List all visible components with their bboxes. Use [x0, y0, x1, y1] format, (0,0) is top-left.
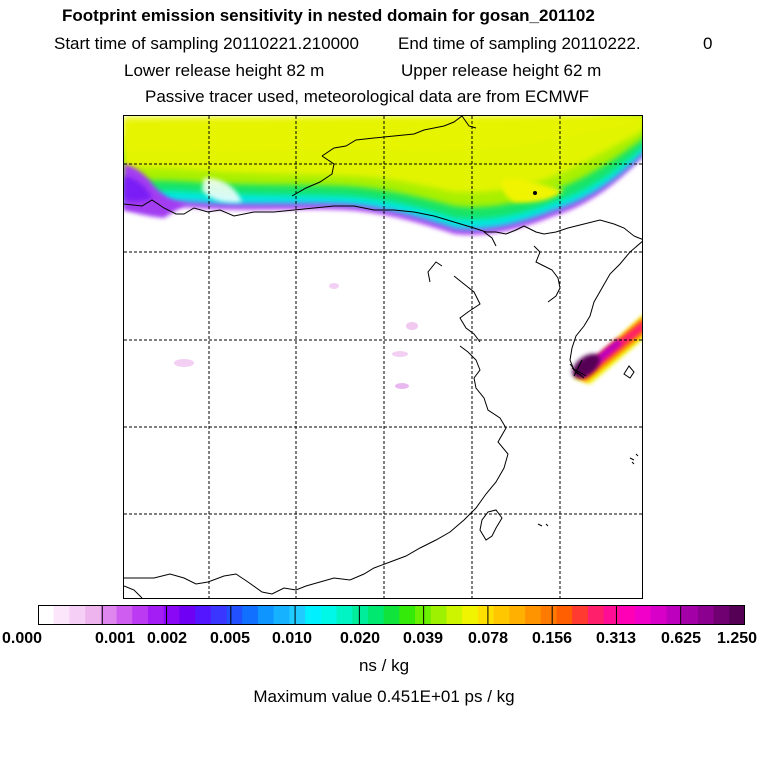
colorbar-tick-label: 0.625	[660, 630, 702, 647]
colorbar-swatch	[289, 605, 306, 625]
tracer-note: Passive tracer used, meteorological data…	[145, 87, 590, 106]
colorbar-swatch	[635, 605, 652, 625]
colorbar-swatch	[477, 605, 495, 625]
map-canvas	[124, 116, 642, 598]
colorbar-swatch	[399, 605, 416, 625]
colorbar-swatch	[493, 605, 510, 625]
grid-lines	[124, 116, 642, 598]
colorbar-swatch	[619, 605, 636, 625]
colorbar-swatch	[179, 605, 196, 625]
colorbar-swatch	[729, 605, 745, 625]
maximum-value: Maximum value 0.451E+01 ps / kg	[253, 687, 515, 706]
colorbar-swatch	[210, 605, 228, 625]
colorbar-tick-label: 0.002	[146, 630, 188, 647]
colorbar-swatch	[320, 605, 338, 625]
colorbar-swatch	[147, 605, 165, 625]
colorbar-swatch	[697, 605, 715, 625]
colorbar-swatch	[540, 605, 557, 625]
colorbar-tick-label: 0.010	[271, 630, 313, 647]
colorbar-swatch	[587, 605, 605, 625]
colorbar-swatch	[430, 605, 447, 625]
colorbar-swatch	[100, 605, 118, 625]
colorbar-swatch	[446, 605, 463, 625]
faint-patches	[174, 283, 418, 389]
upper-release-height: Upper release height 62 m	[401, 61, 602, 80]
colorbar-swatch	[666, 605, 683, 625]
release-plume	[569, 315, 642, 384]
sampling-end-time-suffix: 0	[703, 34, 713, 53]
colorbar-tick-label: 0.313	[595, 630, 637, 647]
colorbar-swatch	[509, 605, 526, 625]
colorbar-swatch	[603, 605, 620, 625]
sampling-start-time: Start time of sampling 20110221.210000	[54, 34, 359, 53]
colorbar-swatch	[163, 605, 180, 625]
colorbar-swatch	[682, 605, 699, 625]
footprint-map	[123, 115, 643, 599]
colorbar-swatch	[69, 605, 86, 625]
colorbar-tick-label: 0.000	[1, 630, 43, 647]
colorbar-swatch	[242, 605, 259, 625]
colorbar-tick-label: 0.020	[339, 630, 381, 647]
lower-release-height: Lower release height 82 m	[124, 61, 325, 80]
colorbar-swatch	[525, 605, 542, 625]
colorbar-swatch	[383, 605, 400, 625]
sampling-end-time: End time of sampling 20110222.	[398, 34, 641, 53]
colorbar-swatch	[85, 605, 102, 625]
colorbar-swatch	[556, 605, 573, 625]
plot-title: Footprint emission sensitivity in nested…	[62, 6, 595, 25]
colorbar-swatch	[38, 605, 55, 625]
colorbar-swatch	[650, 605, 667, 625]
colorbar-swatch	[572, 605, 589, 625]
colorbar-swatch	[226, 605, 243, 625]
colorbar-swatch	[257, 605, 275, 625]
colorbar-swatch	[195, 605, 212, 625]
colorbar-swatch	[713, 605, 730, 625]
colorbar-swatch	[367, 605, 385, 625]
colorbar-border	[38, 605, 745, 625]
colorbar-tick-label: 0.156	[531, 630, 573, 647]
colorbar-swatch	[305, 605, 322, 625]
colorbar-swatch	[352, 605, 369, 625]
release-site-marker	[533, 191, 537, 195]
colorbar-swatch	[132, 605, 149, 625]
colorbar-tick-label: 1.250	[716, 630, 758, 647]
colorbar-swatch	[53, 605, 70, 625]
colorbar-tick-label: 0.039	[402, 630, 444, 647]
colorbar	[38, 605, 745, 625]
colorbar-swatch	[273, 605, 290, 625]
colorbar-tick-label: 0.001	[94, 630, 136, 647]
colorbar-units: ns / kg	[358, 656, 410, 675]
colorbar-swatch	[116, 605, 133, 625]
coastlines	[124, 116, 642, 598]
colorbar-tick-label: 0.078	[467, 630, 509, 647]
colorbar-tick-label: 0.005	[209, 630, 251, 647]
northern-plume	[124, 116, 642, 236]
colorbar-swatch	[336, 605, 353, 625]
colorbar-swatch	[462, 605, 479, 625]
